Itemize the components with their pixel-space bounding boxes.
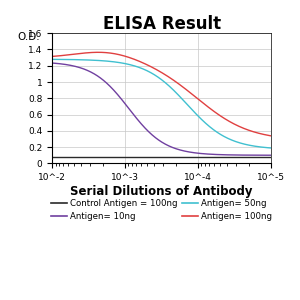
X-axis label: Serial Dilutions of Antibody: Serial Dilutions of Antibody xyxy=(70,185,253,198)
Legend: Control Antigen = 100ng, Antigen= 10ng, Antigen= 50ng, Antigen= 100ng: Control Antigen = 100ng, Antigen= 10ng, … xyxy=(49,196,274,224)
Text: O.D.: O.D. xyxy=(17,32,40,42)
Title: ELISA Result: ELISA Result xyxy=(103,15,221,33)
